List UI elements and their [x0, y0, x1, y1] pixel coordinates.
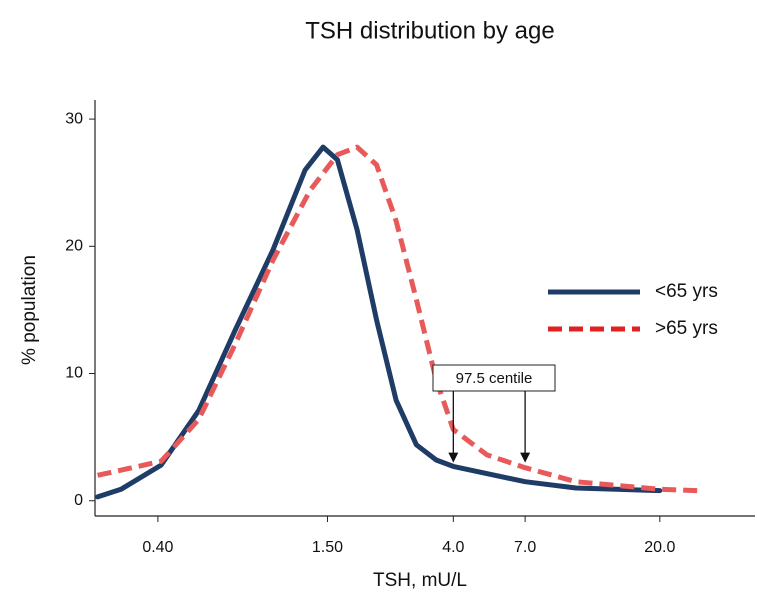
legend-label: >65 yrs	[655, 318, 718, 339]
x-axis-label: TSH, mU/L	[373, 570, 467, 591]
annotation-box	[432, 364, 556, 392]
line-series	[95, 144, 663, 500]
y-tick-label: 30	[65, 110, 83, 127]
x-tick-label: 20.0	[644, 539, 675, 556]
y-tick-label: 10	[65, 365, 83, 382]
x-tick-label: 7.0	[514, 539, 536, 556]
x-tick-label: 4.0	[442, 539, 464, 556]
chart-title: TSH distribution by age	[305, 17, 554, 44]
arrow-head	[520, 452, 531, 463]
y-tick-label: 20	[65, 238, 83, 255]
y-tick-label: 0	[74, 492, 83, 509]
annotation-text: 97.5 centile	[456, 370, 533, 387]
arrow-head	[448, 452, 459, 463]
x-tick-label: 0.40	[142, 539, 173, 556]
legend-label: <65 yrs	[655, 281, 718, 302]
x-tick-label: 1.50	[312, 539, 343, 556]
y-axis-label: % population	[19, 255, 40, 365]
line-series	[97, 144, 698, 494]
